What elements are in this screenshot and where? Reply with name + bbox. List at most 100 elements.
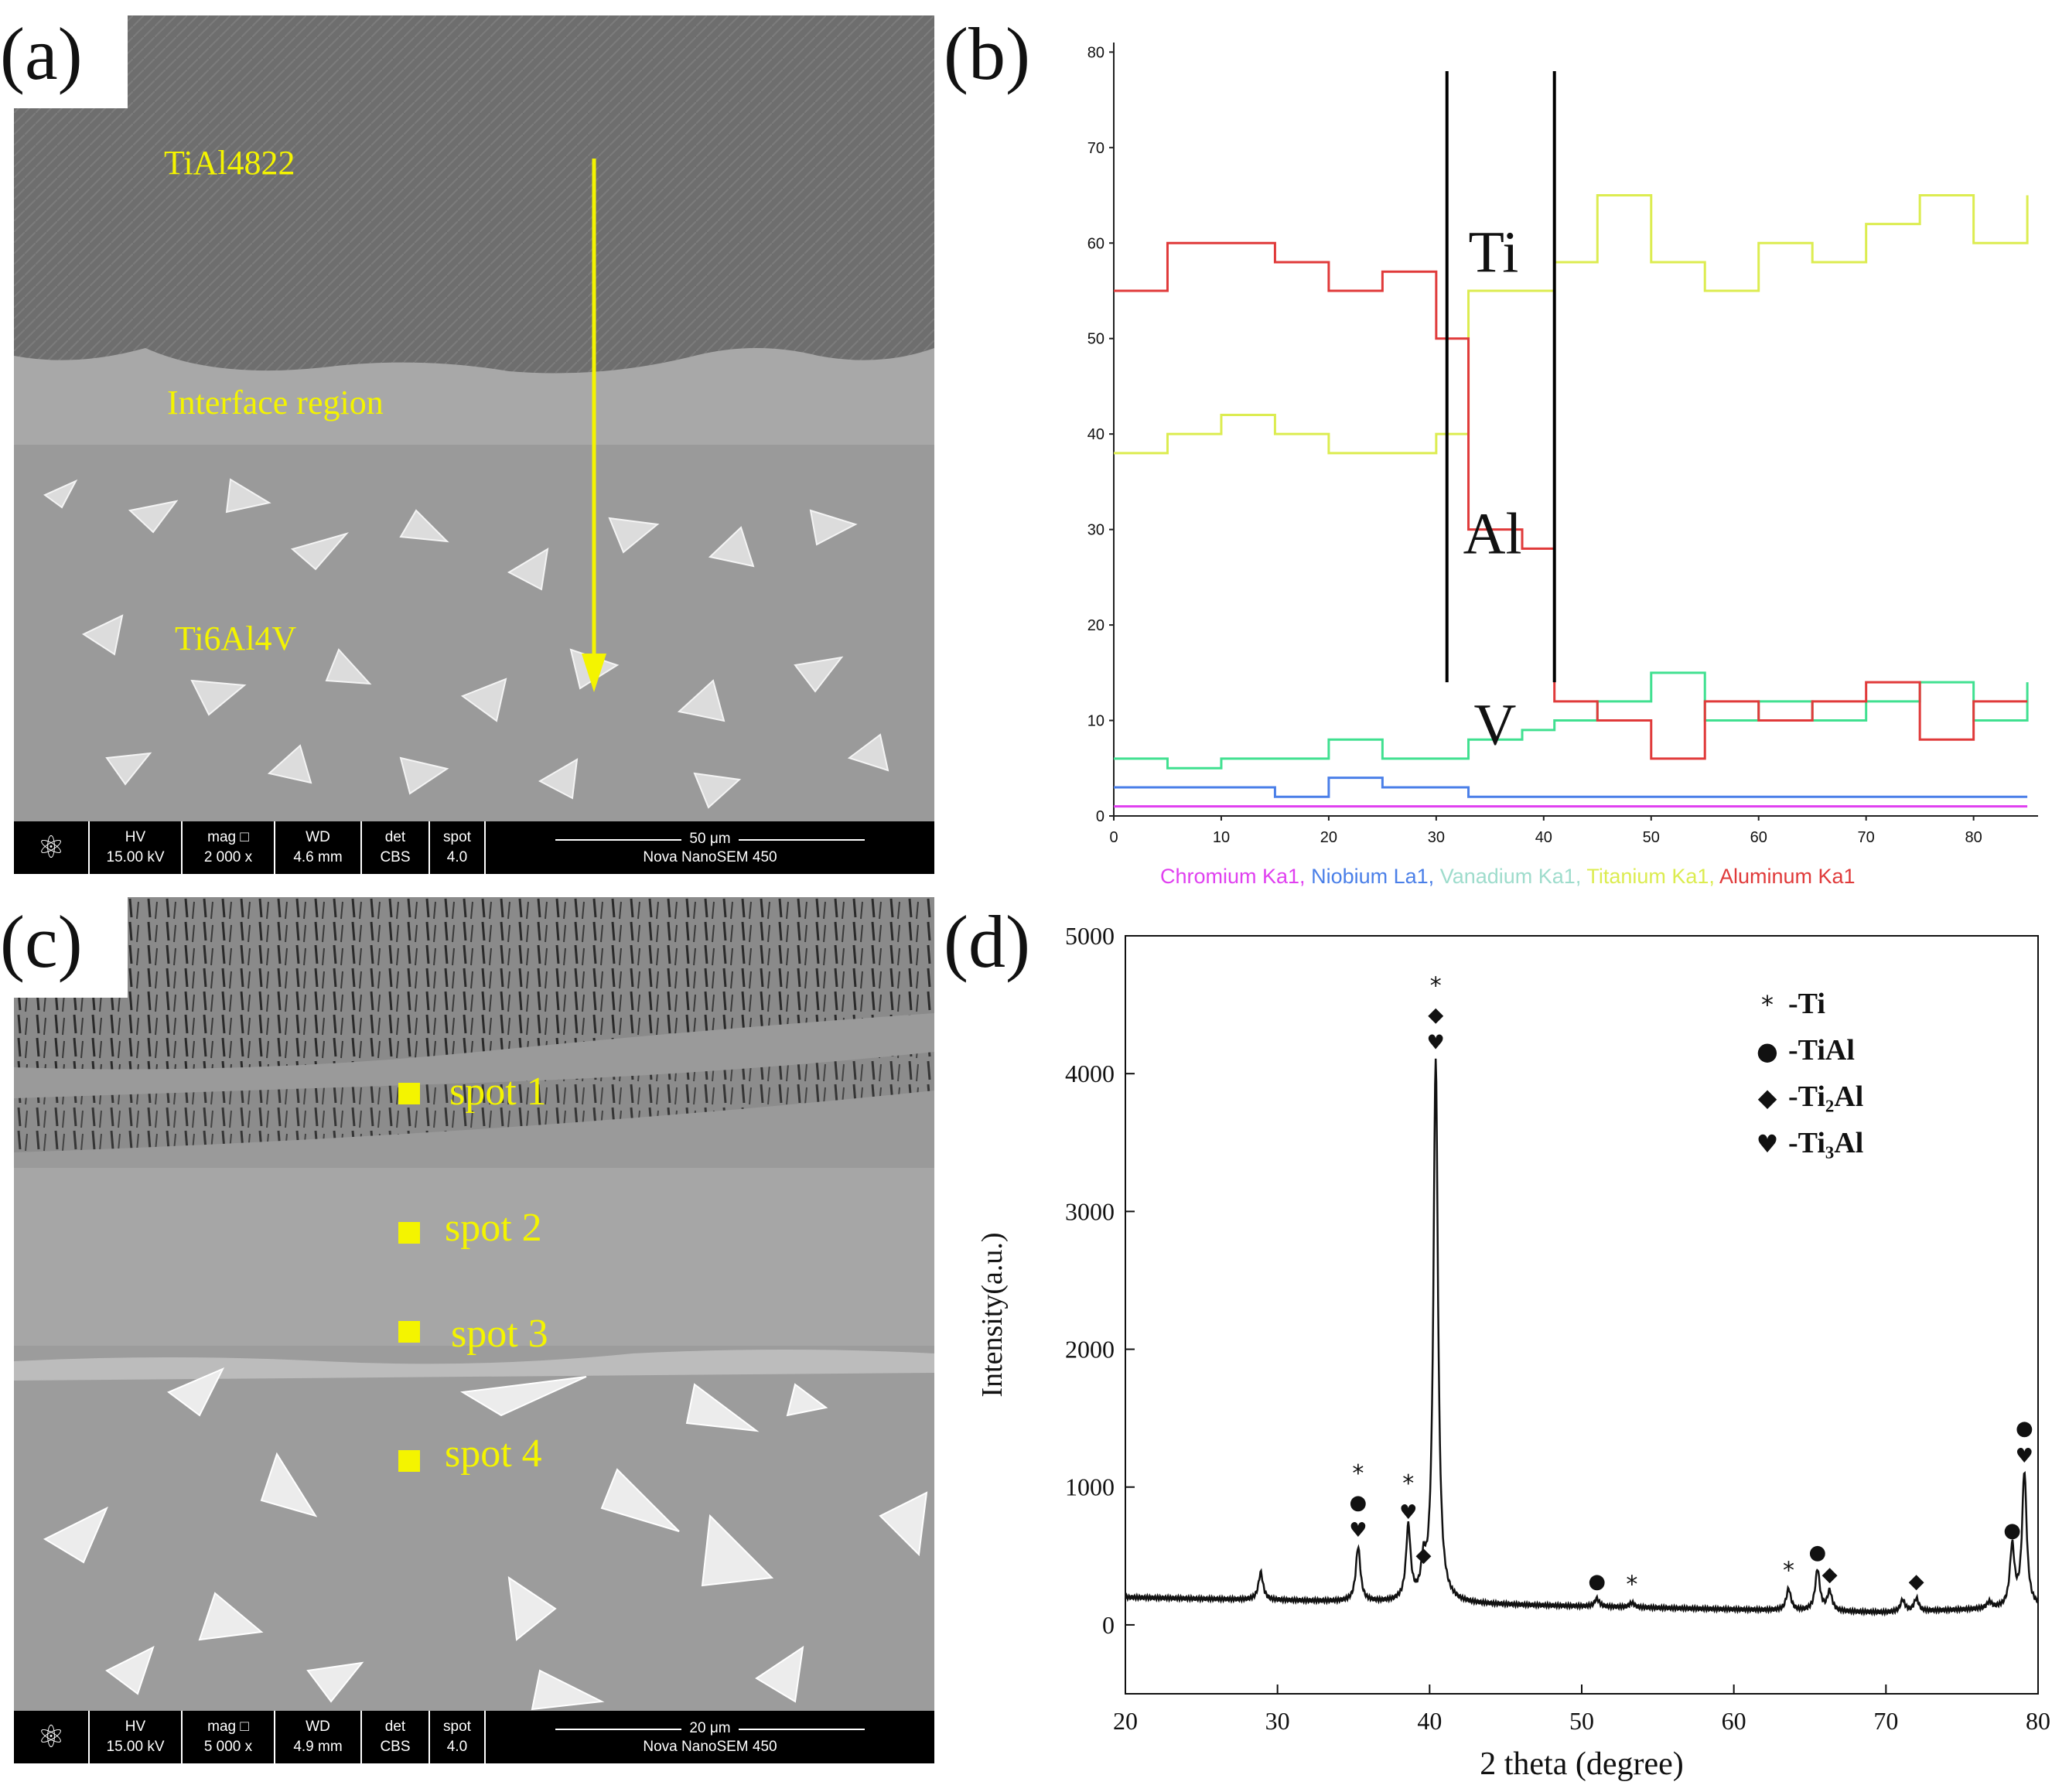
peak-marker-14: ● — [2016, 1417, 2033, 1440]
x-tick-label: 20 — [1113, 1707, 1138, 1735]
spot-cell: spot 4.0 — [430, 1711, 486, 1763]
peak-marker-2: * — [1402, 1470, 1414, 1497]
peak-marker-9: ◆ — [1822, 1563, 1838, 1586]
panel-d: (d) 0 1000 2000 3000 4000 5000 20 30 40 50 60 70 80 2… — [944, 897, 2069, 1792]
spot-cell: spot 4.0 — [430, 821, 486, 874]
legend-label-1: -TiAl — [1788, 1034, 1855, 1067]
eds-legend: Chromium Ka1, Niobium La1, Vanadium Ka1,… — [1160, 865, 1856, 889]
y-tick-label: 40 — [1087, 426, 1104, 443]
det-cell: det CBS — [362, 1711, 430, 1763]
x-tick-label: 60 — [1722, 1707, 1746, 1735]
inline-label-al: Al — [1463, 501, 1522, 566]
sem-image-a: TiAl4822 Interface region Ti6Al4V ⚛ HV 15… — [14, 15, 934, 874]
inline-label-ti: Ti — [1469, 220, 1519, 285]
label-tial4822: TiAl4822 — [164, 144, 295, 182]
spot-marker-1 — [398, 1083, 420, 1104]
y-tick-label: 0 — [1102, 1611, 1115, 1639]
x-tick-label: 50 — [1643, 829, 1660, 846]
y-tick-label: 3000 — [1065, 1197, 1115, 1225]
instrument-name: Nova NanoSEM 450 — [643, 1739, 777, 1755]
x-tick-label: 40 — [1535, 829, 1552, 846]
peak-marker-11: ◆ — [1909, 1570, 1924, 1593]
sem-image-c: spot 1 spot 2 spot 3 spot 4 ⚛ HV 15.00 kV… — [14, 897, 934, 1763]
fei-logo-icon: ⚛ — [14, 1711, 90, 1763]
legend-aluminum: Aluminum Ka1 — [1719, 865, 1856, 888]
legend-symbol-0: * — [1761, 990, 1774, 1019]
y-tick-label: 5000 — [1065, 922, 1115, 950]
y-tick-label: 2000 — [1065, 1336, 1115, 1364]
peak-marker-4: ♥ — [1427, 1031, 1445, 1054]
y-tick-label: 50 — [1087, 331, 1104, 348]
y-tick-label: 10 — [1087, 713, 1104, 730]
sem-databar-c: ⚛ HV 15.00 kV mag □ 5 000 x WD 4.9 mm det CB… — [14, 1711, 934, 1763]
sem-texture-c — [14, 897, 934, 1763]
peak-marker-7: * — [1783, 1558, 1794, 1585]
y-tick-label: 60 — [1087, 235, 1104, 252]
spot-marker-4 — [398, 1450, 420, 1472]
mag-cell: mag □ 5 000 x — [183, 1711, 275, 1763]
legend-symbol-3: ♥ — [1757, 1129, 1779, 1159]
panel-label-d: (d) — [944, 900, 1030, 983]
x-tick-label: 70 — [1873, 1707, 1898, 1735]
eds-linescan-chart: 0 10 20 30 40 50 60 70 80 0 10 20 30 40 50 60 70 80 Ti Al V — [1087, 43, 2038, 846]
x-tick-label: 50 — [1569, 1707, 1594, 1735]
x-tick-label: 60 — [1750, 829, 1767, 846]
peak-marker-13: ● — [2003, 1519, 2021, 1542]
peak-marker-6: * — [1626, 1571, 1637, 1598]
panel-a: TiAl4822 Interface region Ti6Al4V ⚛ HV 15… — [0, 0, 944, 882]
peak-marker-5: ● — [1588, 1570, 1606, 1593]
legend-label-0: -Ti — [1788, 988, 1825, 1020]
series-niobium — [1114, 777, 2028, 798]
scale-bar-label: 20 μm — [681, 1720, 739, 1737]
peak-marker-4: * — [1430, 972, 1442, 999]
legend-chromium: Chromium Ka1, — [1160, 865, 1306, 888]
spot-marker-2 — [398, 1222, 420, 1244]
peak-marker-2: ♥ — [1399, 1501, 1417, 1524]
panel-label-a: (a) — [0, 0, 128, 108]
hv-cell: HV 15.00 kV — [90, 821, 183, 874]
panel-c: spot 1 spot 2 spot 3 spot 4 ⚛ HV 15.00 kV… — [0, 897, 944, 1792]
x-tick-label: 80 — [2026, 1707, 2050, 1735]
det-cell: det CBS — [362, 821, 430, 874]
y-tick-label: 80 — [1087, 44, 1104, 61]
spot-label-1: spot 1 — [449, 1070, 547, 1114]
wd-cell: WD 4.9 mm — [275, 1711, 362, 1763]
legend-vanadium: Vanadium Ka1, — [1439, 865, 1582, 888]
peak-marker-14: ♥ — [2016, 1445, 2033, 1468]
peak-marker-3: ◆ — [1415, 1544, 1431, 1567]
mag-cell: mag □ 2 000 x — [183, 821, 275, 874]
y-tick-label: 20 — [1087, 617, 1104, 634]
series-aluminum — [1114, 241, 2028, 760]
series-vanadium — [1114, 671, 2029, 770]
spot-label-4: spot 4 — [445, 1432, 542, 1476]
xrd-chart: 0 1000 2000 3000 4000 5000 20 30 40 50 60 70 80 2 the… — [976, 922, 2050, 1782]
y-tick-label: 30 — [1087, 522, 1104, 539]
x-tick-label: 0 — [1109, 829, 1118, 846]
peak-marker-1: ● — [1350, 1491, 1367, 1514]
fei-logo-icon: ⚛ — [14, 821, 90, 874]
peak-marker-4: ◆ — [1428, 1003, 1443, 1026]
y-tick-label: 0 — [1096, 808, 1104, 825]
label-ti6al4v: Ti6Al4V — [175, 620, 297, 657]
linescan-arrow — [582, 159, 606, 692]
x-tick-label: 70 — [1858, 829, 1875, 846]
x-tick-label: 40 — [1417, 1707, 1442, 1735]
series-titanium — [1114, 194, 2029, 455]
xrd-pattern-line — [1124, 1058, 2040, 1617]
panel-b: (b) 0 10 20 30 40 50 60 70 80 0 10 20 30 40 50 60 70 80 Ti… — [944, 0, 2069, 905]
legend-symbol-2: ◆ — [1758, 1083, 1777, 1112]
label-interface-region: Interface region — [167, 384, 384, 422]
y-tick-label: 1000 — [1065, 1473, 1115, 1501]
hv-cell: HV 15.00 kV — [90, 1711, 183, 1763]
sem-databar-a: ⚛ HV 15.00 kV mag □ 2 000 x WD 4.6 mm det CB… — [14, 821, 934, 874]
peak-marker-8: ● — [1808, 1541, 1826, 1565]
legend-symbol-1: ● — [1757, 1036, 1778, 1066]
peak-marker-1: * — [1352, 1460, 1364, 1487]
scale-cell: 20 μm Nova NanoSEM 450 — [486, 1711, 934, 1763]
legend-label-2: -Ti₂Al — [1788, 1080, 1863, 1113]
x-tick-label: 10 — [1213, 829, 1230, 846]
spot-label-2: spot 2 — [445, 1206, 542, 1250]
y-axis-title: Intensity(a.u.) — [976, 1232, 1009, 1397]
spot-marker-3 — [398, 1321, 420, 1343]
y-tick-label: 70 — [1087, 140, 1104, 157]
